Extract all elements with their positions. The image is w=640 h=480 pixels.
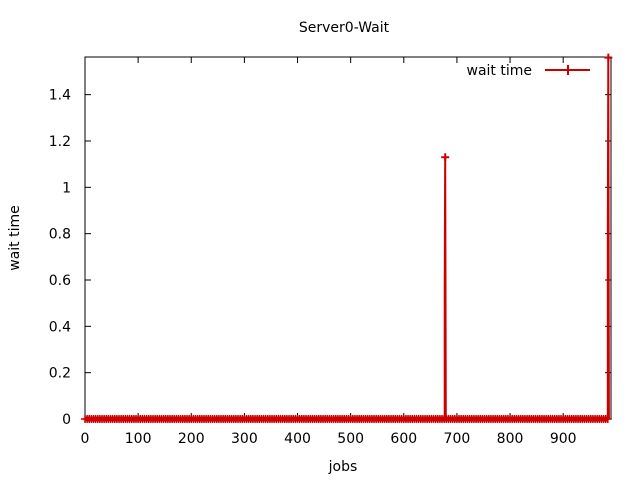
series-wait-time [81,53,613,423]
legend-label: wait time [467,63,533,79]
chart-title: Server0-Wait [299,20,390,36]
y-tick-label: 0.6 [49,273,71,289]
y-tick-label: 0 [62,412,71,428]
y-axis-label: wait time [7,205,23,271]
y-tick-label: 1 [62,180,71,196]
x-tick-label: 800 [497,431,524,447]
x-tick-label: 200 [178,431,205,447]
legend: wait time [467,63,590,79]
x-tick-label: 900 [550,431,577,447]
y-axis-ticks: 0 0.2 0.4 0.6 0.8 1 1.2 1.4 [49,88,611,428]
plot-area-frame [84,56,612,420]
series-spikes-line [443,57,610,420]
spike-point-marker [604,53,613,62]
legend-marker [563,65,573,75]
x-tick-label: 100 [125,431,152,447]
x-axis-ticks: 0 100 200 300 400 500 600 700 800 900 [81,57,577,447]
x-axis-label: jobs [328,459,358,475]
y-tick-label: 0.8 [49,227,71,243]
y-tick-label: 0.4 [49,319,71,335]
x-tick-label: 500 [337,431,364,447]
x-tick-label: 400 [284,431,311,447]
spike-point-marker [441,153,450,162]
x-tick-label: 600 [390,431,417,447]
x-tick-label: 0 [81,431,90,447]
y-tick-label: 1.2 [49,134,71,150]
y-tick-label: 1.4 [49,88,71,104]
x-tick-label: 700 [444,431,471,447]
x-tick-label: 300 [231,431,258,447]
y-tick-label: 0.2 [49,366,71,382]
